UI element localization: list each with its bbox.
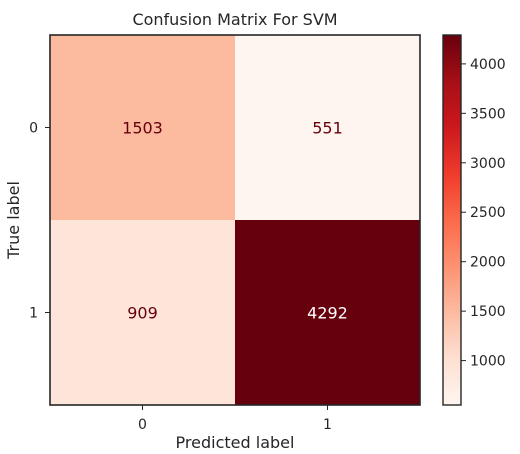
y-tick-label: 0 xyxy=(29,121,38,137)
heatmap-cell-r0-c0 xyxy=(50,35,235,220)
heatmap-cells xyxy=(50,35,420,405)
colorbar-tick-label: 2000 xyxy=(470,255,506,271)
x-axis-label: Predicted label xyxy=(176,433,295,452)
heatmap-cell-r1-c1 xyxy=(235,220,420,405)
heatmap-cell-r1-c0 xyxy=(50,220,235,405)
colorbar-tick-label: 3500 xyxy=(470,106,506,122)
colorbar-tick-label: 3000 xyxy=(470,156,506,172)
chart-title: Confusion Matrix For SVM xyxy=(132,10,337,29)
colorbar-ticks: 1000 1500 2000 2500 3000 3500 4000 xyxy=(461,57,506,370)
y-tick-label: 1 xyxy=(29,306,38,322)
cell-value-r1-c0: 909 xyxy=(127,304,158,323)
heatmap-cell-labels: 1503 551 909 4292 xyxy=(122,119,348,323)
colorbar-tick-label: 1500 xyxy=(470,304,506,320)
colorbar-tick-label: 1000 xyxy=(470,354,506,370)
cell-value-r0-c0: 1503 xyxy=(122,119,163,138)
heatmap-cell-r0-c1 xyxy=(235,35,420,220)
colorbar xyxy=(442,34,462,406)
colorbar-tick-label: 4000 xyxy=(470,57,506,73)
y-axis-ticks: 01 xyxy=(29,121,50,322)
x-tick-label: 0 xyxy=(138,417,147,433)
cell-value-r0-c1: 551 xyxy=(312,119,343,138)
y-axis-label: True label xyxy=(4,181,23,260)
cell-value-r1-c1: 4292 xyxy=(307,304,348,323)
x-tick-label: 1 xyxy=(323,417,332,433)
colorbar-tick-label: 2500 xyxy=(470,205,506,221)
plot-frame xyxy=(49,34,421,406)
